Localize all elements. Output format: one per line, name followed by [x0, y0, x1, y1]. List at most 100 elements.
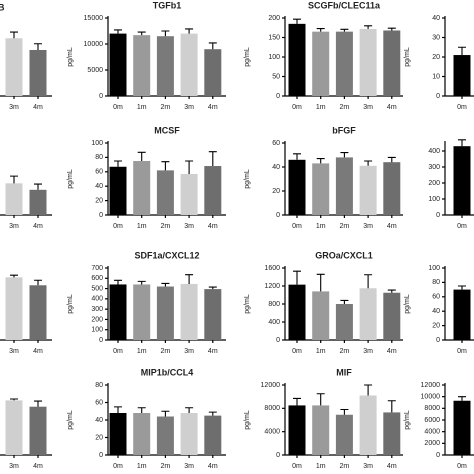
bar — [180, 283, 198, 340]
x-tick-label: 3m — [363, 223, 373, 230]
error-bar — [293, 270, 301, 285]
bar — [453, 289, 471, 340]
y-tick-label: 400 — [268, 319, 280, 326]
error-bar — [10, 398, 18, 401]
error-bar — [316, 393, 325, 406]
error-bar — [161, 282, 170, 287]
x-tick-label: 1m — [316, 223, 326, 230]
error-bar — [364, 274, 373, 289]
error-bar — [185, 274, 194, 284]
bar — [29, 189, 47, 215]
bar — [312, 31, 330, 96]
y-tick-label: 700 — [91, 265, 103, 272]
bar — [335, 414, 353, 455]
chart-title: MCSF — [154, 125, 180, 135]
x-tick-label: 4m — [208, 104, 218, 111]
y-tick-label: 0 — [99, 93, 103, 100]
bar — [453, 146, 471, 215]
y-tick-label: 400 — [428, 148, 440, 155]
y-tick-label: 0 — [436, 452, 440, 459]
bar — [180, 33, 198, 96]
bar — [133, 35, 151, 96]
bar — [204, 415, 222, 455]
bar — [109, 413, 127, 455]
error-bar — [185, 407, 194, 413]
x-tick-label: 0m — [457, 463, 467, 470]
error-bar — [161, 410, 170, 417]
bar — [204, 166, 222, 215]
bar — [312, 163, 330, 215]
y-tick-label: 2000 — [424, 440, 440, 447]
bar — [5, 183, 23, 215]
error-bar — [387, 400, 396, 413]
chart-title: SDF1a/CXCL12 — [134, 250, 199, 260]
y-tick-label: 300 — [428, 164, 440, 171]
bar — [288, 405, 306, 455]
y-tick-label: 5000 — [87, 67, 103, 74]
y-tick-label: 0 — [436, 337, 440, 344]
y-axis-label: pg/mL — [404, 294, 411, 314]
error-bar — [293, 18, 301, 24]
x-tick-label: 1m — [316, 463, 326, 470]
y-tick-label: 200 — [268, 15, 280, 22]
error-bar — [293, 153, 301, 160]
bar — [335, 157, 353, 215]
y-tick-label: 30 — [432, 34, 440, 41]
x-tick-label: 2m — [161, 223, 171, 230]
y-tick-label: 20 — [272, 188, 280, 195]
error-bar — [458, 139, 466, 147]
y-axis-label: pg/mL — [67, 47, 74, 67]
bar — [453, 400, 471, 455]
y-tick-label: 60 — [432, 294, 440, 301]
y-tick-label: 0 — [99, 452, 103, 459]
bar — [359, 28, 377, 97]
y-axis-label: pg/mL — [67, 410, 74, 430]
x-tick-label: 3m — [184, 348, 194, 355]
x-tick-label: 3m — [9, 223, 19, 230]
y-axis-label: pg/mL — [244, 294, 251, 314]
bar — [383, 292, 401, 340]
y-tick-label: 100 — [268, 54, 280, 61]
x-tick-label: 3m — [363, 463, 373, 470]
x-tick-label: 4m — [208, 463, 218, 470]
x-tick-label: 3m — [184, 104, 194, 111]
bar — [453, 55, 471, 96]
y-tick-label: 0 — [436, 212, 440, 219]
error-bar — [316, 273, 325, 292]
bar — [5, 400, 23, 455]
error-bar — [208, 42, 217, 50]
error-bar — [316, 27, 325, 32]
y-tick-label: 50 — [272, 73, 280, 80]
y-tick-label: 0 — [99, 337, 103, 344]
y-axis-label: pg/mL — [404, 410, 411, 430]
x-tick-label: 0m — [113, 223, 123, 230]
panel-label: B — [0, 2, 5, 12]
x-tick-label: 3m — [9, 463, 19, 470]
y-axis-label: pg/mL — [67, 294, 74, 314]
y-tick-label: 0 — [99, 212, 103, 219]
x-tick-label: 4m — [33, 223, 43, 230]
bar — [288, 23, 306, 97]
error-bar — [340, 408, 349, 415]
y-tick-label: 150 — [268, 34, 280, 41]
y-tick-label: 20 — [95, 197, 103, 204]
y-tick-label: 40 — [432, 15, 440, 22]
error-bar — [340, 299, 349, 304]
bar — [109, 284, 127, 340]
error-bar — [387, 289, 396, 293]
error-bar — [208, 151, 217, 167]
x-tick-label: 4m — [208, 348, 218, 355]
error-bar — [114, 29, 122, 34]
y-tick-label: 400 — [91, 296, 103, 303]
error-bar — [137, 407, 146, 413]
error-bar — [387, 156, 396, 163]
error-bar — [137, 151, 146, 161]
x-tick-label: 0m — [457, 348, 467, 355]
y-tick-label: 20 — [95, 434, 103, 441]
bar — [359, 165, 377, 215]
bar — [288, 159, 306, 215]
error-bar — [34, 43, 42, 50]
y-axis-label: pg/mL — [244, 169, 251, 189]
x-tick-label: 0m — [113, 463, 123, 470]
chart-title: TGFb1 — [153, 0, 182, 10]
